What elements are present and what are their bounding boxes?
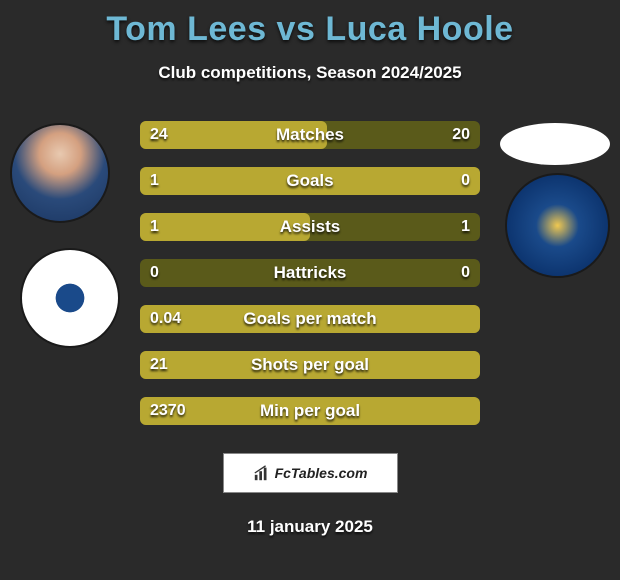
stat-row: 2370Min per goal (140, 397, 480, 425)
fctables-logo[interactable]: FcTables.com (223, 453, 398, 493)
comparison-date: 11 january 2025 (0, 517, 620, 537)
stat-bars-container: 2420Matches 10Goals 11Assists 00Hattricks 0.… (140, 121, 480, 443)
player1-avatar (10, 123, 110, 223)
stat-row: 10Goals (140, 167, 480, 195)
stat-row: 21Shots per goal (140, 351, 480, 379)
stat-label: Goals (140, 167, 480, 195)
logo-text: FcTables.com (275, 465, 368, 481)
stat-row: 2420Matches (140, 121, 480, 149)
stat-label: Hattricks (140, 259, 480, 287)
stat-label: Min per goal (140, 397, 480, 425)
stat-label: Matches (140, 121, 480, 149)
stat-row: 11Assists (140, 213, 480, 241)
player1-club-badge (20, 248, 120, 348)
player2-club-badge (505, 173, 610, 278)
stat-label: Shots per goal (140, 351, 480, 379)
chart-icon (253, 464, 271, 482)
stat-label: Assists (140, 213, 480, 241)
comparison-title: Tom Lees vs Luca Hoole (0, 0, 620, 49)
player2-avatar (500, 123, 610, 165)
stat-row: 0.04Goals per match (140, 305, 480, 333)
stat-row: 00Hattricks (140, 259, 480, 287)
stat-label: Goals per match (140, 305, 480, 333)
main-comparison-area: 2420Matches 10Goals 11Assists 00Hattricks 0.… (0, 113, 620, 443)
comparison-subtitle: Club competitions, Season 2024/2025 (0, 63, 620, 83)
